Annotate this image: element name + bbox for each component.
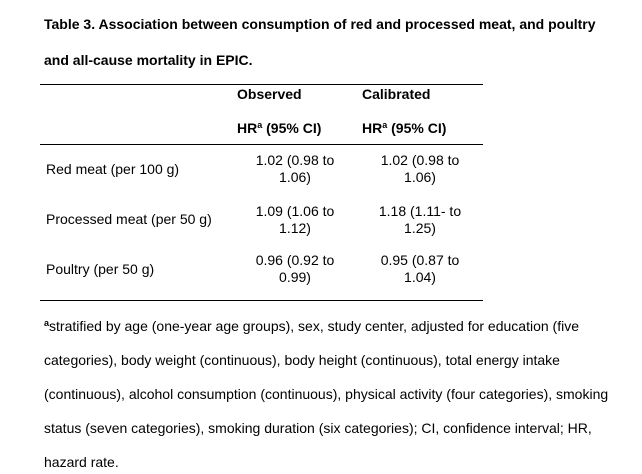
column-header-observed: Observed bbox=[237, 86, 302, 102]
footnote-line-3: (continuous), alcohol consumption (conti… bbox=[44, 386, 609, 402]
table-header-rule bbox=[40, 144, 483, 145]
column-header-calibrated: Calibrated bbox=[362, 86, 431, 102]
row-label-red-meat: Red meat (per 100 g) bbox=[46, 161, 180, 177]
footnote-line-4: status (seven categories), smoking durat… bbox=[44, 420, 592, 436]
table-top-rule bbox=[40, 84, 483, 85]
cell-poultry-calibrated: 0.95 (0.87 to 1.04) bbox=[380, 252, 460, 285]
row-label-processed-meat: Processed meat (per 50 g) bbox=[46, 211, 212, 227]
cell-processed-meat-observed: 1.09 (1.06 to 1.12) bbox=[255, 203, 335, 236]
table-bottom-rule bbox=[40, 300, 483, 301]
column-subheader-calibrated: HRa (95% CI) bbox=[362, 120, 447, 136]
column-subheader-observed: HRa (95% CI) bbox=[237, 120, 322, 136]
footnote-line-1: astratified by age (one-year age groups)… bbox=[44, 318, 579, 334]
cell-red-meat-observed: 1.02 (0.98 to 1.06) bbox=[255, 152, 335, 185]
cell-processed-meat-calibrated: 1.18 (1.11- to 1.25) bbox=[378, 203, 462, 236]
cell-poultry-observed: 0.96 (0.92 to 0.99) bbox=[255, 252, 335, 285]
caption-line-1: Table 3. Association between consumption… bbox=[44, 16, 596, 32]
cell-red-meat-calibrated: 1.02 (0.98 to 1.06) bbox=[380, 152, 460, 185]
footnote-line-2: categories), body weight (continuous), b… bbox=[44, 352, 560, 368]
footnote-marker: a bbox=[44, 318, 50, 328]
row-label-poultry: Poultry (per 50 g) bbox=[46, 261, 155, 277]
footnote-line-5: hazard rate. bbox=[44, 454, 119, 470]
caption-line-2: and all-cause mortality in EPIC. bbox=[44, 52, 253, 68]
